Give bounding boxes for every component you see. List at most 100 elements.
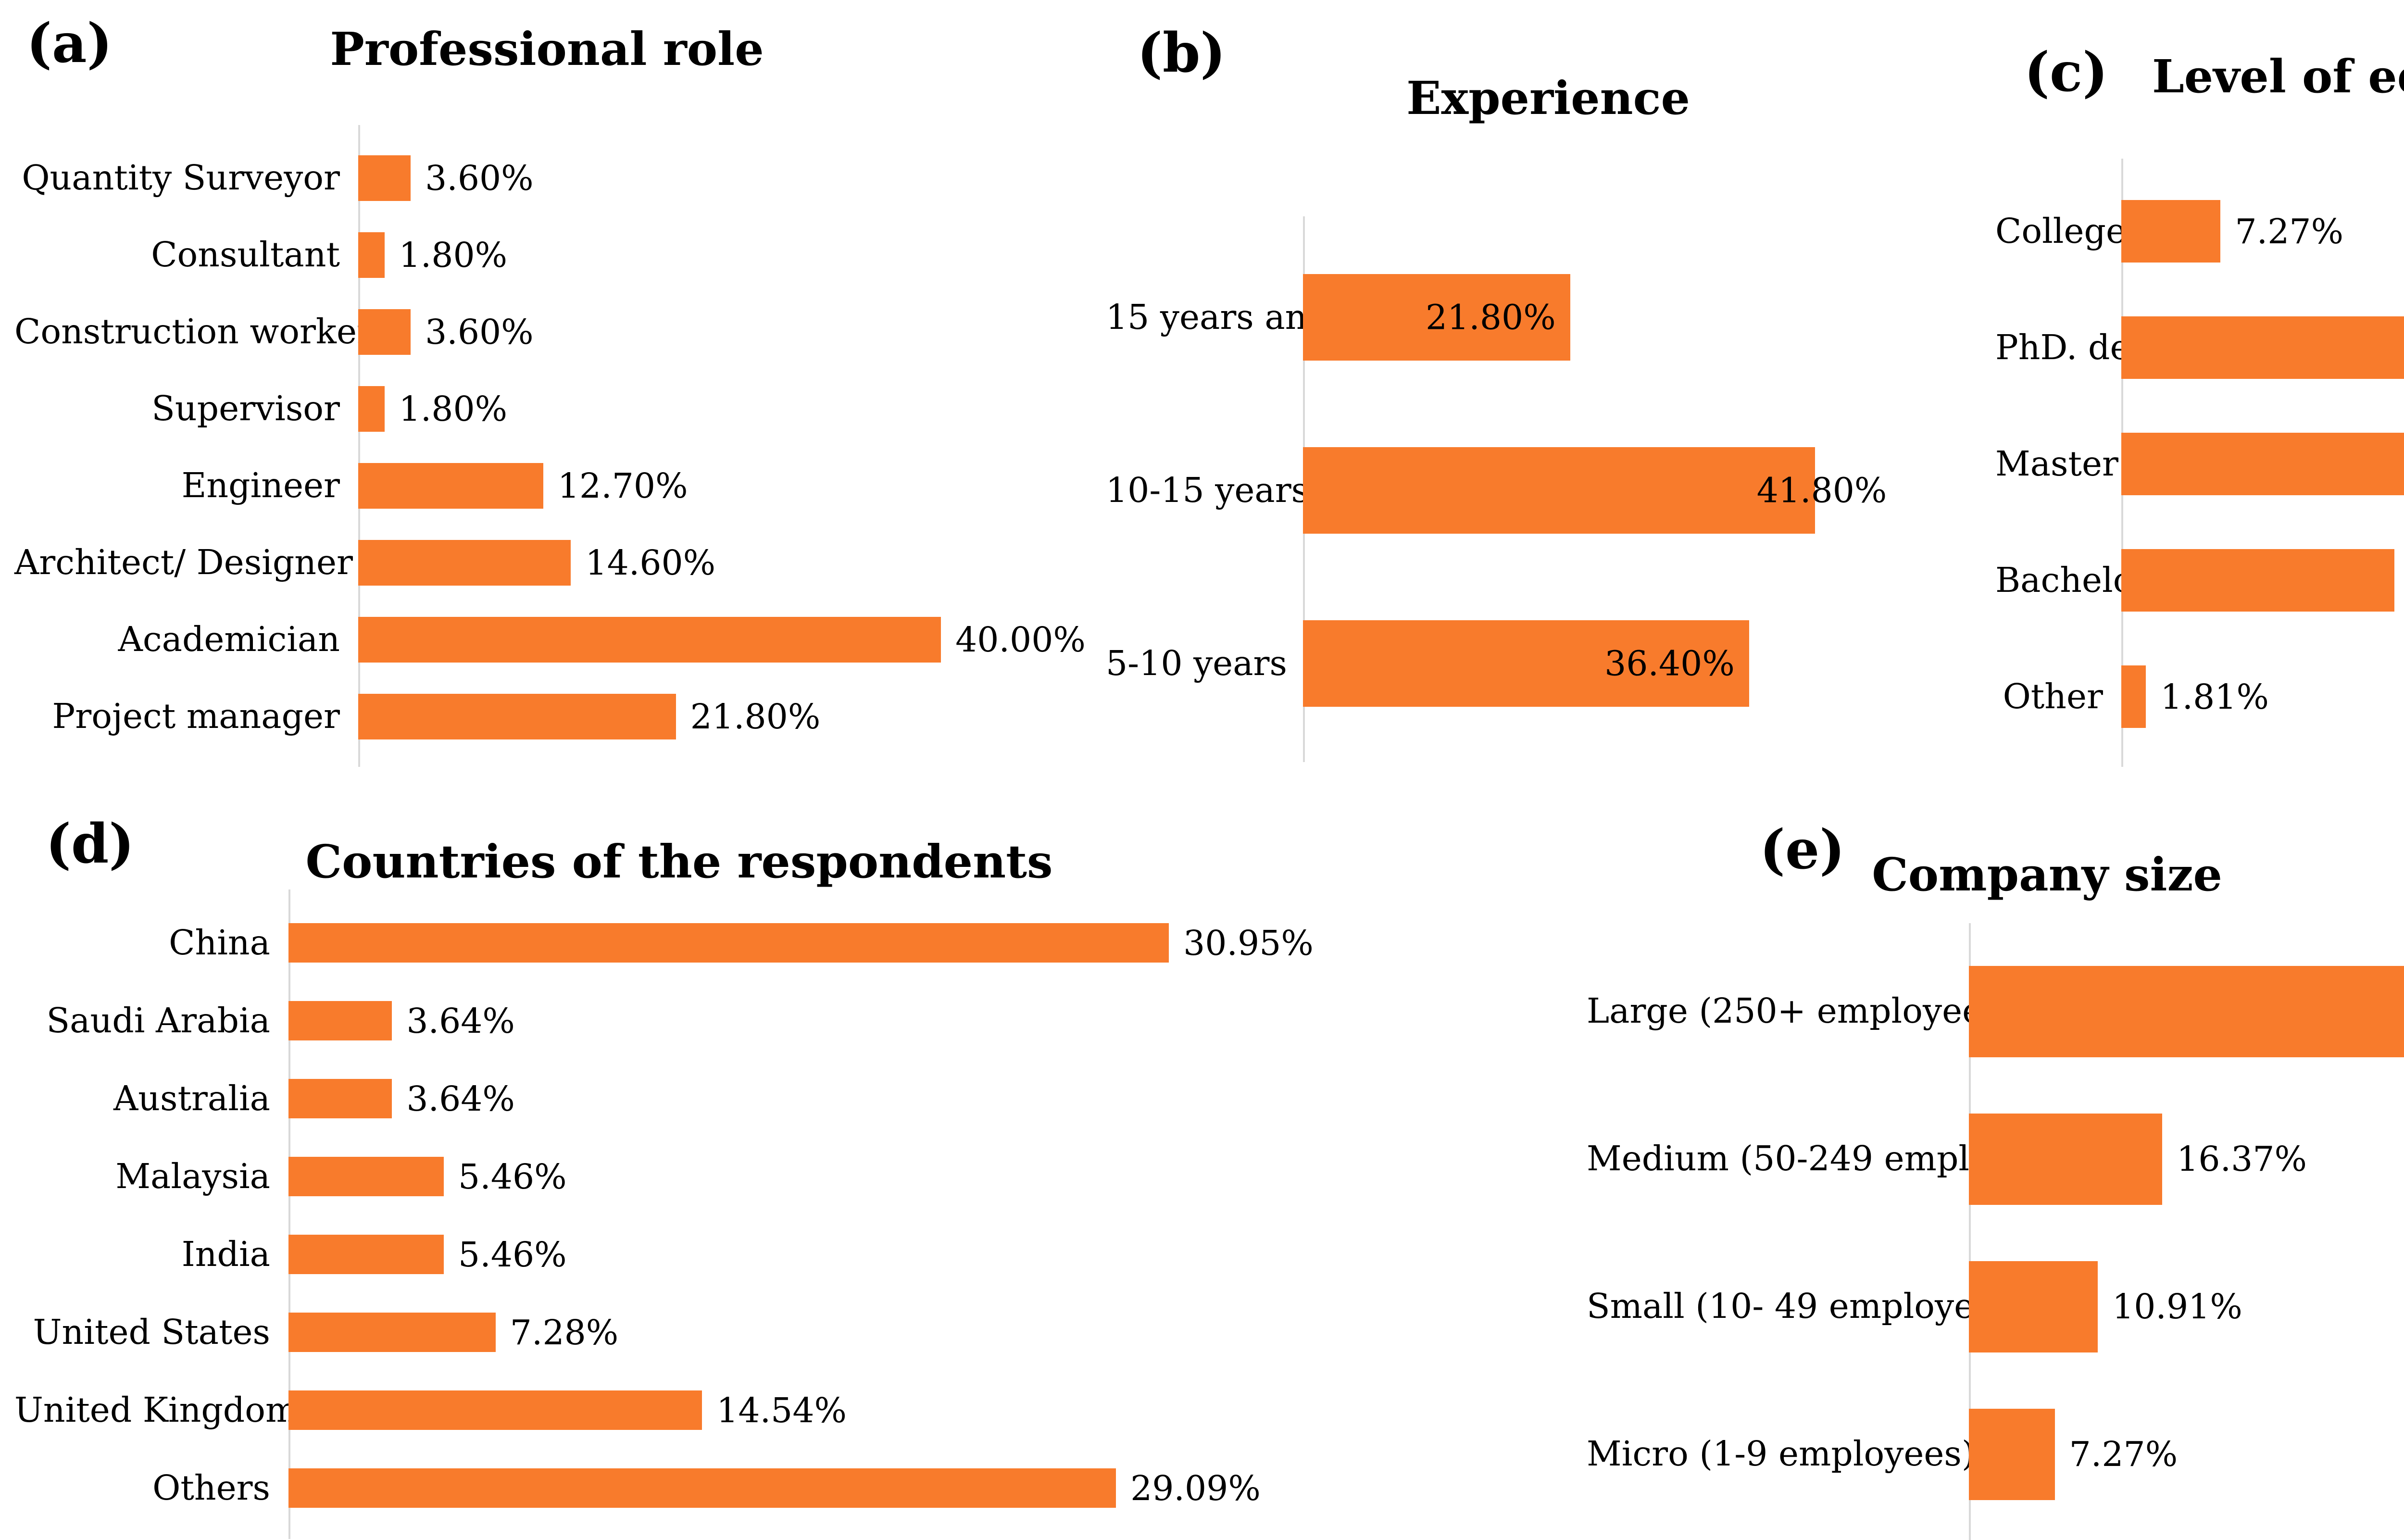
chart-title-e: Company size bbox=[1872, 848, 2222, 901]
value-label: 7.27% bbox=[2069, 1434, 2178, 1474]
bar: 21.80% bbox=[1303, 274, 1570, 361]
chart-row: Small (10- 49 employees) 10.91% bbox=[1587, 1233, 2404, 1380]
bar bbox=[358, 155, 411, 201]
plot-area-e: Large (250+ employees)65.46%Medium (50-2… bbox=[1587, 938, 2404, 1528]
value-label: 5.46% bbox=[458, 1156, 567, 1197]
bar-zone: 16.37% bbox=[1969, 1085, 2404, 1233]
y-axis-line-d bbox=[288, 889, 290, 1539]
panel-a: (a) Professional role Quantity Surveyor 3.6… bbox=[14, 0, 1086, 1540]
value-label: 14.54% bbox=[716, 1390, 847, 1430]
panel-letter-d: (d) bbox=[46, 813, 135, 876]
chart-row: Others 29.09% bbox=[14, 1449, 1344, 1527]
bar-zone: 1.80% bbox=[358, 370, 1079, 447]
category-label: Micro (1-9 employees) bbox=[1587, 1434, 1975, 1474]
y-axis-line-e bbox=[1969, 923, 1971, 1540]
bar bbox=[2121, 549, 2395, 612]
chart-row: Other 1.81% bbox=[1995, 639, 2404, 755]
category-label: Australia bbox=[113, 1078, 270, 1118]
chart-title-a: Professional role bbox=[330, 23, 764, 76]
category-label: Academician bbox=[118, 619, 340, 659]
bar-zone: 12.70% bbox=[358, 447, 1079, 524]
plot-area-a: Quantity Surveyor 3.60% Consultant 1.80% Con… bbox=[14, 139, 1086, 755]
bar bbox=[288, 1157, 444, 1196]
bar: 65.46% bbox=[1969, 965, 2404, 1057]
bar bbox=[358, 232, 385, 278]
plot-area-b: 15 years and above 21.80% 10-15 years 41.80… bbox=[1106, 231, 1991, 750]
chart-title-c: Level of education bbox=[2152, 50, 2404, 103]
chart-row: Micro (1-9 employees) 7.27% bbox=[1587, 1380, 2404, 1528]
bar bbox=[288, 1313, 496, 1352]
bar-zone: 30.95% bbox=[288, 904, 1344, 982]
value-label: 29.09% bbox=[1130, 1468, 1261, 1508]
bar-zone: 1.80% bbox=[358, 216, 1079, 293]
bar bbox=[358, 386, 385, 432]
bar-zone: 7.27% bbox=[2121, 173, 2404, 289]
chart-row: Quantity Surveyor 3.60% bbox=[14, 139, 1079, 216]
bar-zone: 5.46% bbox=[288, 1215, 1344, 1293]
chart-row: Medium (50-249 employees) 16.37% bbox=[1587, 1085, 2404, 1233]
chart-row: Large (250+ employees)65.46% bbox=[1587, 938, 2404, 1085]
chart-row: 5-10 years 36.40% bbox=[1106, 577, 1991, 750]
category-label: United States bbox=[33, 1312, 270, 1352]
bar bbox=[2121, 316, 2404, 379]
chart-row: Saudi Arabia 3.64% bbox=[14, 982, 1344, 1060]
category-label: Malaysia bbox=[115, 1156, 270, 1196]
chart-title-b: Experience bbox=[1406, 72, 1690, 125]
bar-zone: 20.00% bbox=[2121, 522, 2404, 639]
bar bbox=[288, 1001, 392, 1040]
chart-row: Bachelor's degree20.00% bbox=[1995, 522, 2404, 639]
value-label: 12.70% bbox=[557, 465, 688, 506]
value-label: 30.95% bbox=[1183, 923, 1314, 963]
value-label: 21.80% bbox=[690, 696, 821, 737]
bar-zone: 29.09% bbox=[288, 1449, 1344, 1527]
category-label: Small (10- 49 employees) bbox=[1587, 1286, 2026, 1327]
bar-zone: 3.60% bbox=[358, 139, 1079, 216]
bar bbox=[1969, 1408, 2055, 1500]
chart-row: United Kingdom 14.54% bbox=[14, 1371, 1344, 1449]
category-label: 5-10 years bbox=[1106, 643, 1287, 683]
chart-row: China 30.95% bbox=[14, 904, 1344, 982]
bar-zone: 3.64% bbox=[288, 982, 1344, 1060]
bar: 41.80% bbox=[1303, 447, 1887, 534]
plot-area-c: College 7.27% PhD. degree45.46%Master's de… bbox=[1995, 173, 2404, 755]
chart-title-d: Countries of the respondents bbox=[305, 835, 1053, 889]
chart-row: Supervisor 1.80% bbox=[14, 370, 1079, 447]
bar bbox=[358, 616, 941, 663]
chart-row: Master's degree25.46% bbox=[1995, 406, 2404, 522]
category-label: Project manager bbox=[52, 696, 340, 736]
bar-zone: 1.81% bbox=[2121, 639, 2404, 755]
chart-row: 15 years and above 21.80% bbox=[1106, 231, 1991, 404]
category-label: Others bbox=[152, 1467, 270, 1508]
chart-row: Australia 3.64% bbox=[14, 1060, 1344, 1138]
panel-e: (e) Company size Large (250+ employees)65.… bbox=[1587, 0, 2404, 1540]
bar-zone: 5.46% bbox=[288, 1138, 1344, 1215]
category-label: Construction workers bbox=[14, 311, 391, 351]
category-label: United Kingdom bbox=[14, 1390, 298, 1430]
value-label: 1.80% bbox=[399, 235, 508, 275]
bar bbox=[2121, 433, 2404, 495]
value-label: 3.64% bbox=[406, 1001, 515, 1041]
category-label: 10-15 years bbox=[1106, 470, 1309, 510]
bar-zone: 65.46% bbox=[1969, 938, 2404, 1085]
bar-zone: 40.00% bbox=[358, 601, 1086, 678]
panel-b: (b) Experience 15 years and above 21.80% 10-… bbox=[1106, 0, 1991, 1540]
value-label: 14.60% bbox=[585, 542, 716, 583]
bar-zone: 10.91% bbox=[1969, 1233, 2404, 1380]
bar-zone: 14.54% bbox=[288, 1371, 1344, 1449]
value-label: 3.64% bbox=[406, 1078, 515, 1119]
bar-zone: 7.28% bbox=[288, 1293, 1344, 1371]
chart-row: PhD. degree45.46% bbox=[1995, 289, 2404, 406]
panel-letter-b: (b) bbox=[1137, 22, 1226, 85]
value-label: 3.60% bbox=[425, 158, 534, 198]
category-label: Saudi Arabia bbox=[46, 1000, 270, 1040]
bar-zone: 45.46% bbox=[2121, 289, 2404, 406]
bar bbox=[358, 539, 571, 586]
chart-row: College 7.27% bbox=[1995, 173, 2404, 289]
category-label: College bbox=[1995, 211, 2126, 251]
chart-row: Engineer 12.70% bbox=[14, 447, 1079, 524]
chart-row: India 5.46% bbox=[14, 1215, 1344, 1293]
bar-zone: 7.27% bbox=[1969, 1380, 2404, 1528]
chart-row: United States 7.28% bbox=[14, 1293, 1344, 1371]
category-label: India bbox=[181, 1234, 270, 1274]
